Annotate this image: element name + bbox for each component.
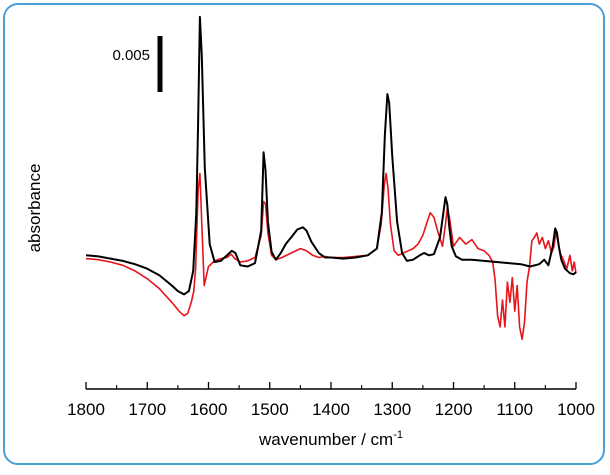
- x-axis-label-text: wavenumber / cm: [258, 430, 393, 449]
- x-tick-label: 1500: [251, 400, 289, 419]
- panel-border: [3, 3, 605, 465]
- x-axis-label-superscript: -1: [393, 429, 403, 441]
- y-axis-label: absorbance: [25, 164, 44, 253]
- x-tick-label: 1700: [128, 400, 166, 419]
- x-axis-label: wavenumber / cm-1: [258, 429, 403, 449]
- scale-bar-label: 0.005: [112, 47, 150, 64]
- series-layer: [85, 15, 577, 340]
- series-line-1: [85, 15, 577, 296]
- series-line-2: [85, 172, 577, 340]
- x-tick-label: 1600: [190, 400, 228, 419]
- x-axis-ticks: 1800 1700 1600 1500 1400 1300 1200 1100 1000: [67, 382, 595, 419]
- x-tick-label: 1300: [373, 400, 411, 419]
- x-tick-label: 1100: [496, 400, 533, 419]
- x-tick-label: 1200: [435, 400, 473, 419]
- x-tick-label: 1400: [312, 400, 350, 419]
- x-tick-label: 1800: [67, 400, 105, 419]
- x-tick-label: 1000: [557, 400, 595, 419]
